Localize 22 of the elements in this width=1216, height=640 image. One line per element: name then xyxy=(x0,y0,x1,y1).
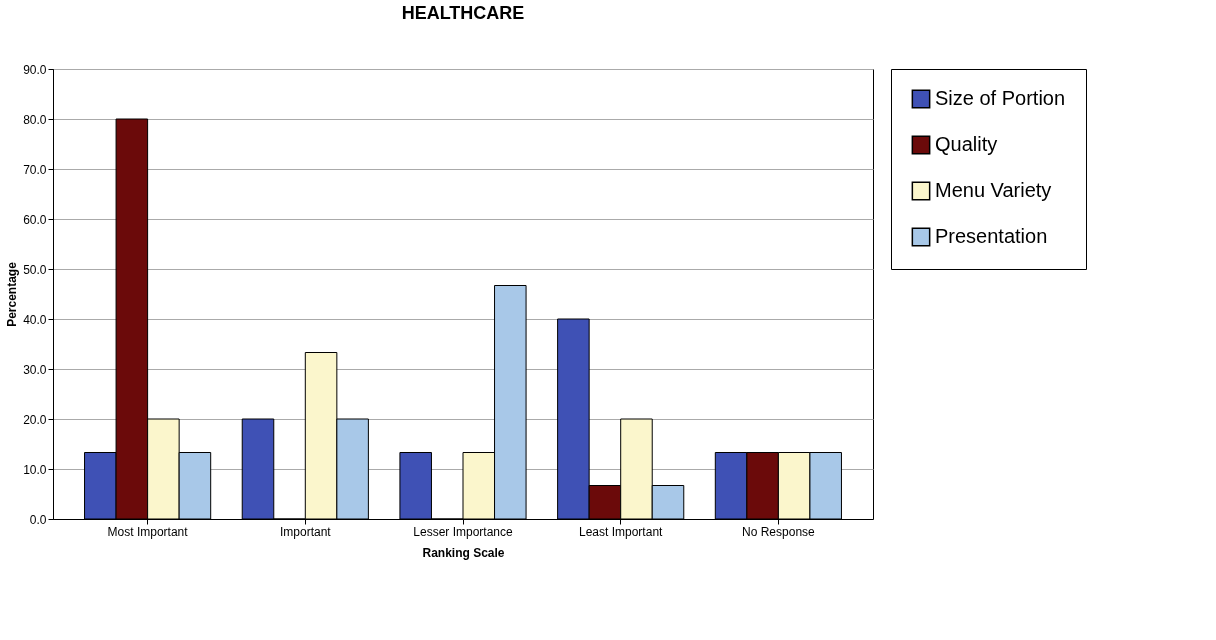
x-tick-label: No Response xyxy=(742,524,816,539)
y-axis-title: Percentage xyxy=(5,261,20,327)
x-tick-label: Important xyxy=(279,524,332,539)
legend-label: Quality xyxy=(935,133,998,155)
x-tick-label: Most Important xyxy=(107,524,189,539)
y-tick-label: 10.0 xyxy=(23,462,47,477)
x-tick-label: Lesser Importance xyxy=(413,524,514,539)
x-tick-label: Least Important xyxy=(579,524,664,539)
x-axis-title: Ranking Scale xyxy=(422,545,505,560)
y-tick-label: 80.0 xyxy=(23,112,47,127)
y-tick-label: 60.0 xyxy=(23,212,47,227)
y-tick-label: 30.0 xyxy=(23,362,47,377)
legend-label: Size of Portion xyxy=(935,87,1066,109)
y-tick-label: 0.0 xyxy=(29,512,47,527)
chart-title: HEALTHCARE xyxy=(401,3,525,23)
y-tick-label: 20.0 xyxy=(23,412,47,427)
y-tick-label: 90.0 xyxy=(23,62,47,77)
legend-label: Menu Variety xyxy=(935,179,1052,201)
y-tick-label: 50.0 xyxy=(23,262,47,277)
y-tick-label: 40.0 xyxy=(23,312,47,327)
y-tick-label: 70.0 xyxy=(23,162,47,177)
legend-label: Presentation xyxy=(935,225,1048,247)
